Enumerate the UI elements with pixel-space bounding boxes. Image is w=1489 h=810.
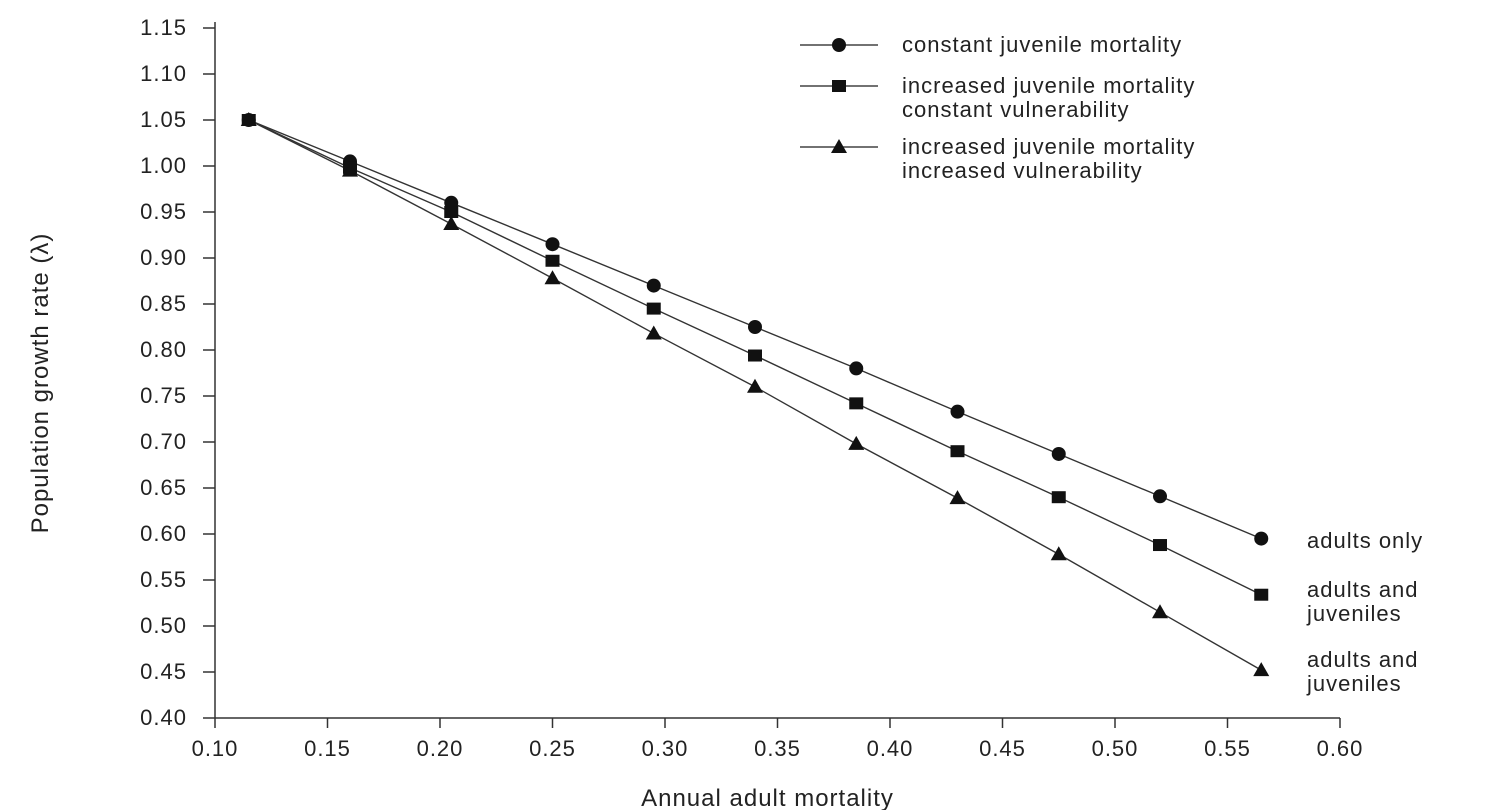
y-axis-title: Population growth rate (λ) bbox=[27, 233, 54, 534]
data-point-increased-juvenile-constant-vuln bbox=[1254, 588, 1269, 601]
data-point-increased-juvenile-increased-vuln bbox=[949, 490, 966, 505]
data-point-increased-juvenile-constant-vuln bbox=[646, 302, 661, 315]
x-tick-label: 0.35 bbox=[754, 736, 801, 761]
data-point-constant-juvenile bbox=[748, 320, 762, 334]
legend-marker-triangle bbox=[831, 139, 847, 153]
y-tick-label: 1.05 bbox=[140, 107, 187, 132]
y-tick-label: 1.00 bbox=[140, 153, 187, 178]
legend-label-line: increased juvenile mortality bbox=[902, 134, 1195, 159]
x-tick-label: 0.55 bbox=[1204, 736, 1251, 761]
end-label-line: adults and bbox=[1307, 577, 1419, 602]
data-point-increased-juvenile-increased-vuln bbox=[1253, 662, 1270, 677]
legend-label-constant-juvenile: constant juvenile mortality bbox=[902, 32, 1182, 57]
data-point-increased-juvenile-increased-vuln bbox=[544, 270, 561, 285]
data-point-increased-juvenile-constant-vuln bbox=[1051, 491, 1066, 504]
y-tick-label: 0.55 bbox=[140, 567, 187, 592]
y-tick-label: 1.10 bbox=[140, 61, 187, 86]
end-label-line: juveniles bbox=[1306, 671, 1402, 696]
data-point-constant-juvenile bbox=[950, 404, 965, 419]
end-label-line: adults only bbox=[1307, 528, 1423, 553]
x-tick-label: 0.10 bbox=[192, 736, 239, 761]
legend-marker-circle bbox=[832, 38, 846, 52]
y-tick-label: 0.50 bbox=[140, 613, 187, 638]
data-point-constant-juvenile bbox=[646, 278, 661, 293]
data-point-constant-juvenile bbox=[1254, 531, 1269, 546]
y-tick-label: 0.95 bbox=[140, 199, 187, 224]
legend-label-line: increased vulnerability bbox=[902, 158, 1143, 183]
x-tick-label: 0.50 bbox=[1092, 736, 1139, 761]
y-tick-label: 0.70 bbox=[140, 429, 187, 454]
data-point-increased-juvenile-increased-vuln bbox=[1050, 546, 1067, 561]
y-tick-label: 0.90 bbox=[140, 245, 187, 270]
x-tick-label: 0.25 bbox=[529, 736, 576, 761]
y-tick-label: 0.65 bbox=[140, 475, 187, 500]
x-tick-label: 0.40 bbox=[867, 736, 914, 761]
data-point-increased-juvenile-constant-vuln bbox=[849, 397, 864, 410]
series-line-increased-juvenile-increased-vuln bbox=[248, 119, 1262, 671]
chart-axes: 0.40 0.45 0.50 0.55 0.60 0.65 0.70 0.75 0.80 0.85… bbox=[27, 15, 1364, 810]
y-tick-label: 0.60 bbox=[140, 521, 187, 546]
data-point-increased-juvenile-increased-vuln bbox=[342, 162, 358, 177]
x-tick-label: 0.45 bbox=[979, 736, 1026, 761]
data-point-increased-juvenile-increased-vuln bbox=[240, 112, 257, 126]
end-label-increased-juvenile-constant-vuln: adults and juveniles bbox=[1306, 577, 1419, 626]
y-tick-label: 1.15 bbox=[140, 15, 187, 40]
y-tick-label: 0.45 bbox=[140, 659, 187, 684]
data-point-constant-juvenile bbox=[849, 361, 864, 376]
end-label-increased-juvenile-increased-vuln: adults and juveniles bbox=[1306, 647, 1419, 696]
legend-label-increased-juvenile-increased-vuln: increased juvenile mortality increased vu… bbox=[902, 134, 1195, 183]
series-lines bbox=[248, 119, 1262, 671]
data-point-increased-juvenile-constant-vuln bbox=[748, 349, 762, 362]
data-point-increased-juvenile-increased-vuln bbox=[645, 325, 662, 340]
x-axis-title: Annual adult mortality bbox=[641, 785, 894, 810]
y-tick-label: 0.75 bbox=[140, 383, 187, 408]
legend-label-line: constant juvenile mortality bbox=[902, 32, 1182, 57]
y-tick-label: 0.80 bbox=[140, 337, 187, 362]
y-tick-label: 0.40 bbox=[140, 705, 187, 730]
data-point-increased-juvenile-constant-vuln bbox=[950, 445, 965, 458]
end-label-line: juveniles bbox=[1306, 601, 1402, 626]
end-label-line: adults and bbox=[1307, 647, 1419, 672]
x-tick-label: 0.60 bbox=[1317, 736, 1364, 761]
legend-label-line: constant vulnerability bbox=[902, 97, 1129, 122]
data-point-increased-juvenile-constant-vuln bbox=[1153, 539, 1167, 552]
x-tick-label: 0.15 bbox=[304, 736, 351, 761]
legend-label-line: increased juvenile mortality bbox=[902, 73, 1195, 98]
legend-marker-square bbox=[832, 80, 846, 92]
data-point-constant-juvenile bbox=[545, 237, 560, 252]
x-tick-label: 0.20 bbox=[417, 736, 464, 761]
legend: constant juvenile mortality increased juv… bbox=[800, 32, 1195, 183]
data-point-constant-juvenile bbox=[1153, 489, 1167, 504]
data-point-increased-juvenile-increased-vuln bbox=[1152, 604, 1168, 619]
data-point-increased-juvenile-constant-vuln bbox=[545, 254, 560, 267]
data-point-increased-juvenile-constant-vuln bbox=[444, 206, 459, 218]
data-point-increased-juvenile-increased-vuln bbox=[848, 435, 865, 450]
data-point-increased-juvenile-increased-vuln bbox=[443, 215, 460, 230]
data-point-constant-juvenile bbox=[1051, 446, 1066, 461]
data-point-increased-juvenile-increased-vuln bbox=[747, 378, 763, 393]
end-label-constant-juvenile: adults only bbox=[1307, 528, 1423, 553]
y-tick-label: 0.85 bbox=[140, 291, 187, 316]
x-tick-label: 0.30 bbox=[642, 736, 689, 761]
legend-label-increased-juvenile-constant-vuln: increased juvenile mortality constant vul… bbox=[902, 73, 1195, 122]
series-markers bbox=[240, 112, 1270, 677]
